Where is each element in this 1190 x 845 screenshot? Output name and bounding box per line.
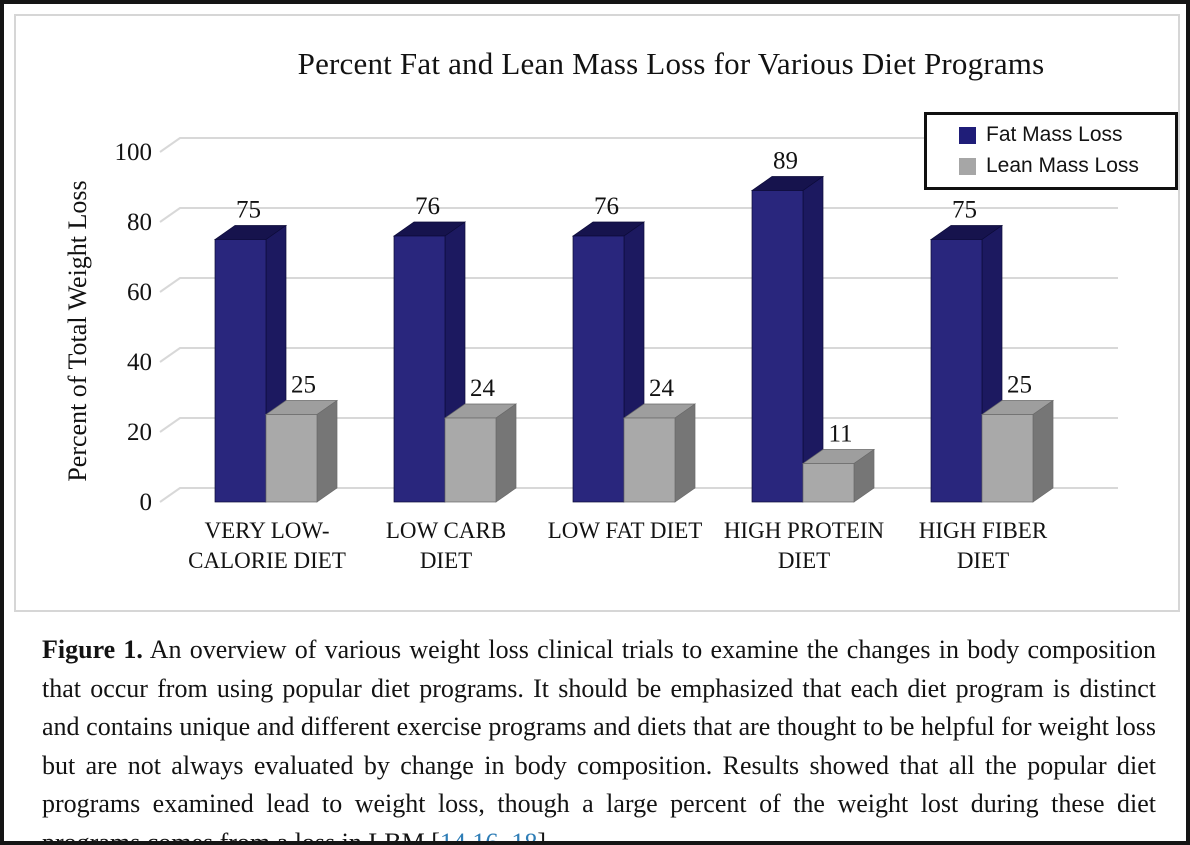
bar-side-face: [674, 403, 696, 503]
bar-front-face: [444, 417, 497, 503]
category-label: HIGH PROTEIN: [724, 518, 885, 543]
citation-link[interactable]: 14,16–18: [439, 827, 538, 845]
legend-label-fat-mass-loss: Fat Mass Loss: [986, 123, 1123, 146]
y-tick-label: 80: [127, 209, 152, 236]
bar-lean-mass-loss: [801, 448, 876, 503]
data-label-lean-mass-loss: 11: [828, 421, 852, 448]
bar-lean-mass-loss: [622, 403, 697, 503]
y-tick-label: 60: [127, 279, 152, 306]
figure-caption-label: Figure 1.: [42, 635, 143, 664]
data-label-fat-mass-loss: 76: [594, 193, 619, 220]
lean-mass-loss-swatch-icon: [959, 157, 976, 175]
category-label: LOW CARB: [386, 518, 506, 543]
chart-title: Percent Fat and Lean Mass Loss for Vario…: [297, 46, 1045, 81]
bar-front-face: [802, 463, 855, 503]
legend-label-lean-mass-loss: Lean Mass Loss: [986, 154, 1139, 177]
category-label: HIGH FIBER: [919, 518, 1048, 543]
y-tick-label: 100: [115, 139, 153, 166]
bar-lean-mass-loss: [443, 403, 518, 503]
legend-item-fat-mass-loss: Fat Mass Loss: [959, 123, 1167, 147]
bar-front-face: [393, 235, 446, 503]
bar-front-face: [751, 190, 804, 503]
y-tick-label: 40: [127, 349, 152, 376]
bar-front-face: [981, 414, 1034, 503]
data-label-fat-mass-loss: 75: [952, 197, 977, 224]
data-label-fat-mass-loss: 76: [415, 193, 440, 220]
chart-legend: Fat Mass Loss Lean Mass Loss: [924, 112, 1178, 190]
bar-chart-plot: 0 20 40 60 80 100 75 25 VERY LOW- CALORIE DIET 76 2…: [115, 137, 1118, 573]
figure-caption-text: An overview of various weight loss clini…: [42, 635, 1156, 845]
data-label-lean-mass-loss: 24: [649, 375, 675, 402]
bar-fat-mass-loss: [750, 175, 825, 503]
y-tick-label: 20: [127, 419, 152, 446]
bar-lean-mass-loss: [980, 399, 1055, 503]
category-label: CALORIE DIET: [188, 548, 346, 573]
bar-front-face: [214, 239, 267, 503]
bar-front-face: [265, 414, 318, 503]
legend-item-lean-mass-loss: Lean Mass Loss: [959, 154, 1167, 178]
category-label: DIET: [778, 548, 830, 573]
bar-side-face: [1032, 399, 1054, 503]
chart-panel: Percent Fat and Lean Mass Loss for Vario…: [14, 14, 1180, 612]
bar-front-face: [623, 417, 676, 503]
figure-caption-end: ].: [537, 827, 553, 845]
bar-lean-mass-loss: [264, 399, 339, 503]
fat-mass-loss-swatch-icon: [959, 126, 976, 144]
bar-front-face: [572, 235, 625, 503]
category-label: DIET: [957, 548, 1009, 573]
data-label-lean-mass-loss: 25: [291, 372, 316, 399]
bar-side-face: [495, 403, 517, 503]
category-label: LOW FAT DIET: [548, 518, 703, 543]
data-label-fat-mass-loss: 89: [773, 148, 798, 175]
data-label-lean-mass-loss: 24: [470, 375, 496, 402]
bar-front-face: [930, 239, 983, 503]
data-label-fat-mass-loss: 75: [236, 197, 261, 224]
figure-caption: Figure 1. An overview of various weight …: [42, 631, 1156, 845]
bar-fat-mass-loss: [392, 221, 467, 503]
data-label-lean-mass-loss: 25: [1007, 372, 1032, 399]
gridline: [159, 137, 1118, 153]
category-label: DIET: [420, 548, 472, 573]
category-label: VERY LOW-: [205, 518, 330, 543]
y-tick-label: 0: [140, 489, 153, 516]
bar-side-face: [316, 399, 338, 503]
